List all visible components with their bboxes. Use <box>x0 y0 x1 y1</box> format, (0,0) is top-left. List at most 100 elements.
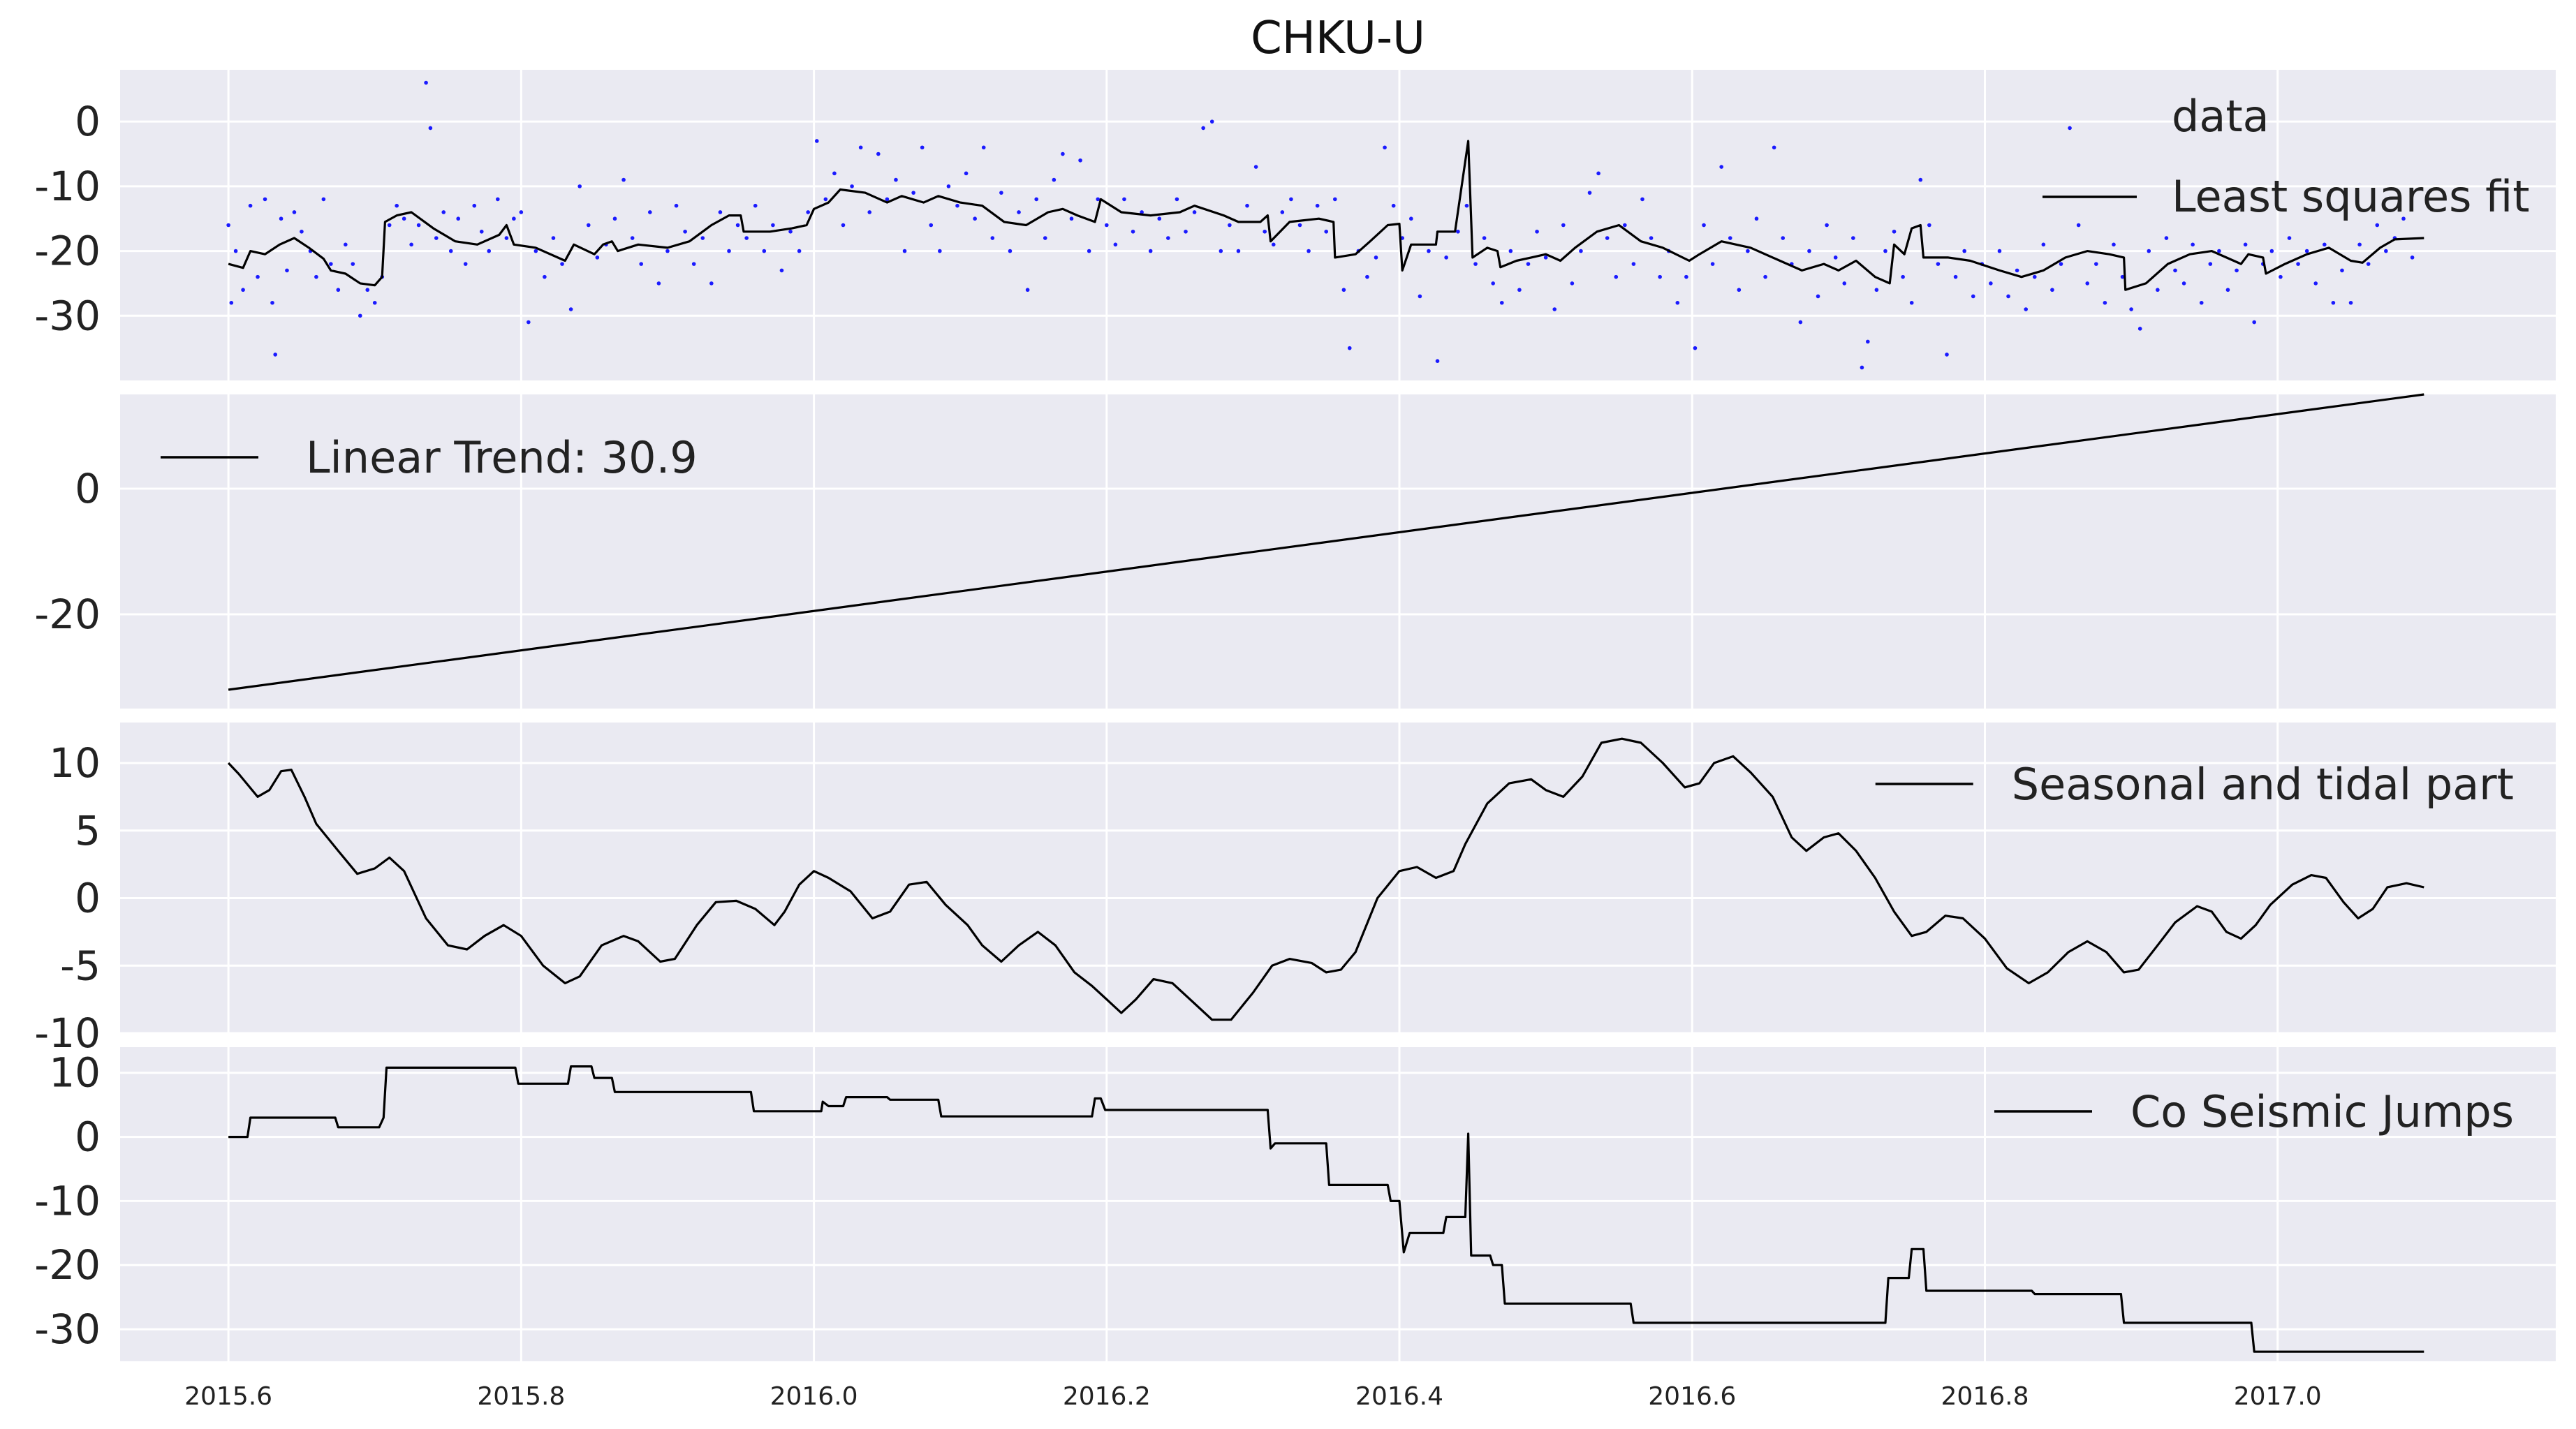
x-tick-label: 2016.4 <box>1355 1382 1443 1411</box>
data-point <box>1131 229 1135 234</box>
data-point <box>2015 268 2019 273</box>
data-point <box>2181 281 2186 286</box>
data-point <box>2348 300 2353 305</box>
data-point <box>1883 249 1887 253</box>
series-line <box>228 140 2424 291</box>
data-point <box>867 210 872 214</box>
data-point <box>1383 145 1387 150</box>
data-point <box>233 249 238 253</box>
data-point <box>2304 249 2309 253</box>
data-point <box>428 126 433 131</box>
data-point <box>1763 274 1767 279</box>
data-point <box>1078 158 1082 163</box>
data-point <box>911 191 915 195</box>
data-point <box>1971 294 1975 299</box>
data-point <box>2199 300 2204 305</box>
data-point <box>2068 126 2072 131</box>
data-point <box>2279 274 2283 279</box>
data-point <box>263 197 267 202</box>
legend-label: Least squares fit <box>2172 171 2530 222</box>
data-point <box>612 216 617 221</box>
data-point <box>586 223 591 228</box>
data-point <box>2252 320 2256 325</box>
legend-label: data <box>2172 91 2269 142</box>
series-line <box>228 1065 2424 1353</box>
data-point <box>1605 236 1610 240</box>
data-point <box>248 203 253 208</box>
data-point <box>1816 294 1820 299</box>
data-point <box>1464 203 1469 208</box>
data-point <box>416 223 421 228</box>
data-point <box>595 256 600 260</box>
data-point <box>2208 262 2213 266</box>
data-point <box>1271 242 1276 247</box>
series-line <box>227 737 2424 1021</box>
data-point <box>779 268 784 273</box>
data-point <box>2103 300 2107 305</box>
data-point <box>1052 177 1057 182</box>
data-point <box>1427 249 1431 253</box>
data-point <box>1333 197 1337 202</box>
plot-background <box>120 394 2556 709</box>
data-point <box>2340 268 2344 273</box>
y-tick-label: -10 <box>34 1177 101 1224</box>
data-point <box>1587 191 1592 195</box>
data-point <box>1936 262 1941 266</box>
data-point <box>788 229 793 234</box>
data-point <box>1491 281 1495 286</box>
data-point <box>1175 197 1179 202</box>
data-point <box>2041 242 2046 247</box>
data-point <box>1658 274 1662 279</box>
data-point <box>1927 223 1931 228</box>
data-point <box>2085 281 2090 286</box>
data-point <box>1043 236 1047 240</box>
data-point <box>285 268 289 273</box>
legend: data Least squares fit <box>2043 91 2530 222</box>
data-point <box>806 210 810 214</box>
plot-background <box>120 1047 2556 1361</box>
chart-title: CHKU-U <box>1251 13 1425 64</box>
data-point <box>1918 177 1923 182</box>
data-point <box>2112 242 2116 247</box>
data-point <box>1702 223 1706 228</box>
data-point <box>1909 300 1914 305</box>
data-point <box>727 249 731 253</box>
data-point <box>336 288 341 293</box>
y-tick-label: 10 <box>49 1049 101 1097</box>
data-point <box>1456 229 1460 234</box>
data-point <box>1192 210 1197 214</box>
data-point <box>999 191 1003 195</box>
data-point <box>946 184 951 188</box>
data-point <box>955 203 959 208</box>
y-tick-label: 5 <box>75 807 101 854</box>
data-point <box>797 249 802 253</box>
data-point <box>270 300 274 305</box>
x-tick-label: 2016.2 <box>1063 1382 1151 1411</box>
data-point <box>1508 249 1513 253</box>
y-tick-label: -10 <box>34 163 101 210</box>
data-point <box>1874 288 1879 293</box>
data-point <box>241 288 245 293</box>
data-point <box>823 197 828 202</box>
data-point <box>1649 236 1654 240</box>
data-point <box>2235 268 2239 273</box>
panel-co-seismic-jumps: 10 0 -10 -20 -30 Co Seismic Jumps <box>34 1047 2556 1361</box>
y-tick-label: -5 <box>60 942 101 989</box>
data-point <box>2032 274 2037 279</box>
data-point <box>1140 210 1144 214</box>
data-point <box>735 223 740 228</box>
data-point <box>1710 262 1715 266</box>
data-point <box>1517 288 1522 293</box>
data-point <box>1989 281 1993 286</box>
legend: Linear Trend: 30.9 <box>161 432 698 483</box>
data-point <box>718 210 723 214</box>
data-point <box>1289 197 1293 202</box>
data-point <box>329 262 333 266</box>
data-point <box>648 210 652 214</box>
data-point <box>1719 165 1723 169</box>
data-point <box>1631 262 1636 266</box>
data-point <box>1543 256 1548 260</box>
data-point <box>314 274 318 279</box>
data-point <box>1526 262 1531 266</box>
